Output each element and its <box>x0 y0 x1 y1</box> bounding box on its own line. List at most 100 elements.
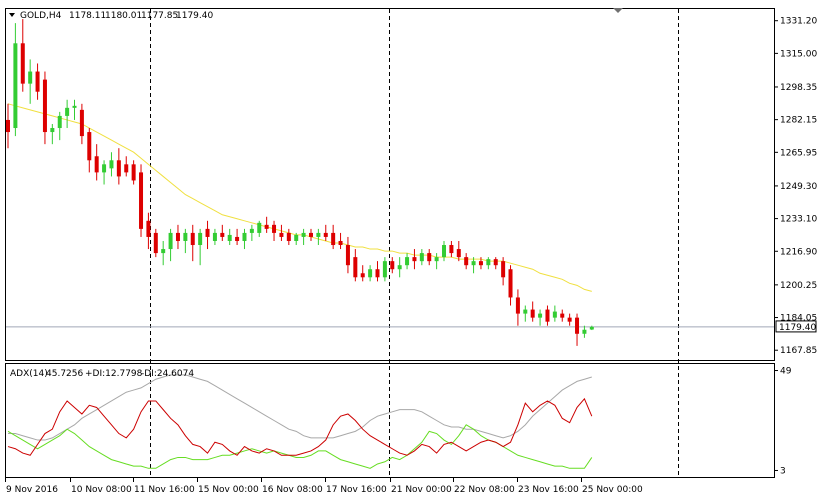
candle-body <box>582 329 587 334</box>
candle-body <box>464 257 469 266</box>
candle-body <box>434 257 439 262</box>
price-axis-label: 1265.95 <box>780 148 817 158</box>
candle-body <box>545 309 550 322</box>
time-axis-label: 11 Nov 16:00 <box>134 485 195 495</box>
candle-body <box>523 309 528 314</box>
candle-body <box>390 261 395 270</box>
candle-body <box>20 43 25 84</box>
candle <box>220 224 225 241</box>
candle <box>530 301 535 322</box>
candle <box>87 128 92 173</box>
candle <box>205 220 210 250</box>
candle <box>116 148 121 185</box>
candle <box>57 111 62 141</box>
candle-body <box>294 234 299 241</box>
candle <box>13 23 18 137</box>
candle-body <box>486 259 491 266</box>
candle <box>79 103 84 145</box>
candle <box>382 257 387 282</box>
candle-body <box>442 245 447 258</box>
candle-body <box>139 172 144 229</box>
high-value: 1180.01 <box>105 11 142 21</box>
candle <box>124 156 129 177</box>
candle <box>102 160 107 185</box>
candle <box>523 305 528 322</box>
candle-body <box>589 326 594 330</box>
price-axis-label: 1200.25 <box>780 281 817 291</box>
price-axis-label: 1233.10 <box>780 215 817 225</box>
candle-body <box>316 232 321 237</box>
candle <box>316 228 321 246</box>
price-axis-label: 1298.35 <box>780 83 817 93</box>
candle <box>264 216 269 233</box>
time-axis-label: 15 Nov 00:00 <box>198 485 259 495</box>
candle <box>360 265 365 282</box>
candle-body <box>382 261 387 278</box>
current-price-tag: 1179.40 <box>775 320 817 333</box>
candle <box>515 289 520 326</box>
candle <box>308 228 313 241</box>
adx-line <box>8 374 592 441</box>
candle <box>294 232 299 246</box>
current-price-tag-bg <box>775 320 817 333</box>
adx-lines-group <box>7 374 593 469</box>
candle <box>575 313 580 346</box>
candle-body <box>50 128 55 133</box>
candle-body <box>338 240 343 246</box>
candle <box>464 253 469 270</box>
candle <box>375 261 380 282</box>
candle-body <box>538 313 543 318</box>
candle <box>567 313 572 326</box>
candle <box>72 99 77 120</box>
candle <box>545 305 550 326</box>
candle-body <box>508 269 513 298</box>
candle-body <box>146 220 151 237</box>
candle <box>456 240 461 262</box>
low-value: 1177.85 <box>141 11 178 21</box>
candle-body <box>552 311 557 318</box>
candle <box>198 228 203 266</box>
candle <box>345 236 350 274</box>
candle-body <box>345 245 350 266</box>
candle <box>28 59 33 104</box>
close-value: 1179.40 <box>176 11 213 21</box>
candle-body <box>530 309 535 318</box>
candle-body <box>353 257 358 278</box>
candle-body <box>35 71 40 92</box>
candle <box>42 71 47 145</box>
dropdown-triangle-icon[interactable] <box>9 13 15 17</box>
candle-body <box>427 253 432 262</box>
time-axis-label: 22 Nov 08:00 <box>454 485 515 495</box>
candle <box>6 103 10 149</box>
price-axis-label: 1249.30 <box>780 182 817 192</box>
candle <box>434 253 439 270</box>
candle-body <box>72 105 77 108</box>
candle <box>168 228 173 262</box>
symbol-label: GOLD,H4 <box>20 11 62 21</box>
candle <box>449 240 454 258</box>
candle <box>323 224 328 241</box>
candle <box>153 228 158 258</box>
candle-body <box>227 234 232 241</box>
time-axis-label: 23 Nov 16:00 <box>518 485 579 495</box>
candle <box>427 249 432 266</box>
candle-body <box>449 245 454 254</box>
candle <box>582 325 587 338</box>
candle <box>131 160 136 185</box>
candle <box>338 232 343 250</box>
candle-body <box>198 232 203 246</box>
shift-marker-icon[interactable] <box>613 8 623 13</box>
candle-body <box>478 261 483 266</box>
di-plus-value: +DI:12.7798 <box>85 369 143 379</box>
candle-body <box>102 164 107 173</box>
main-header: GOLD,H4 1178.11 1180.01 1177.85 1179.40 <box>9 11 213 21</box>
candle-body <box>183 232 188 241</box>
candle-body <box>220 232 225 237</box>
candle <box>35 63 40 100</box>
price-axis-label: 1315.00 <box>780 49 817 59</box>
candle-body <box>124 164 129 173</box>
candle-body <box>419 253 424 262</box>
candle <box>508 265 513 306</box>
candle-body <box>161 249 166 254</box>
